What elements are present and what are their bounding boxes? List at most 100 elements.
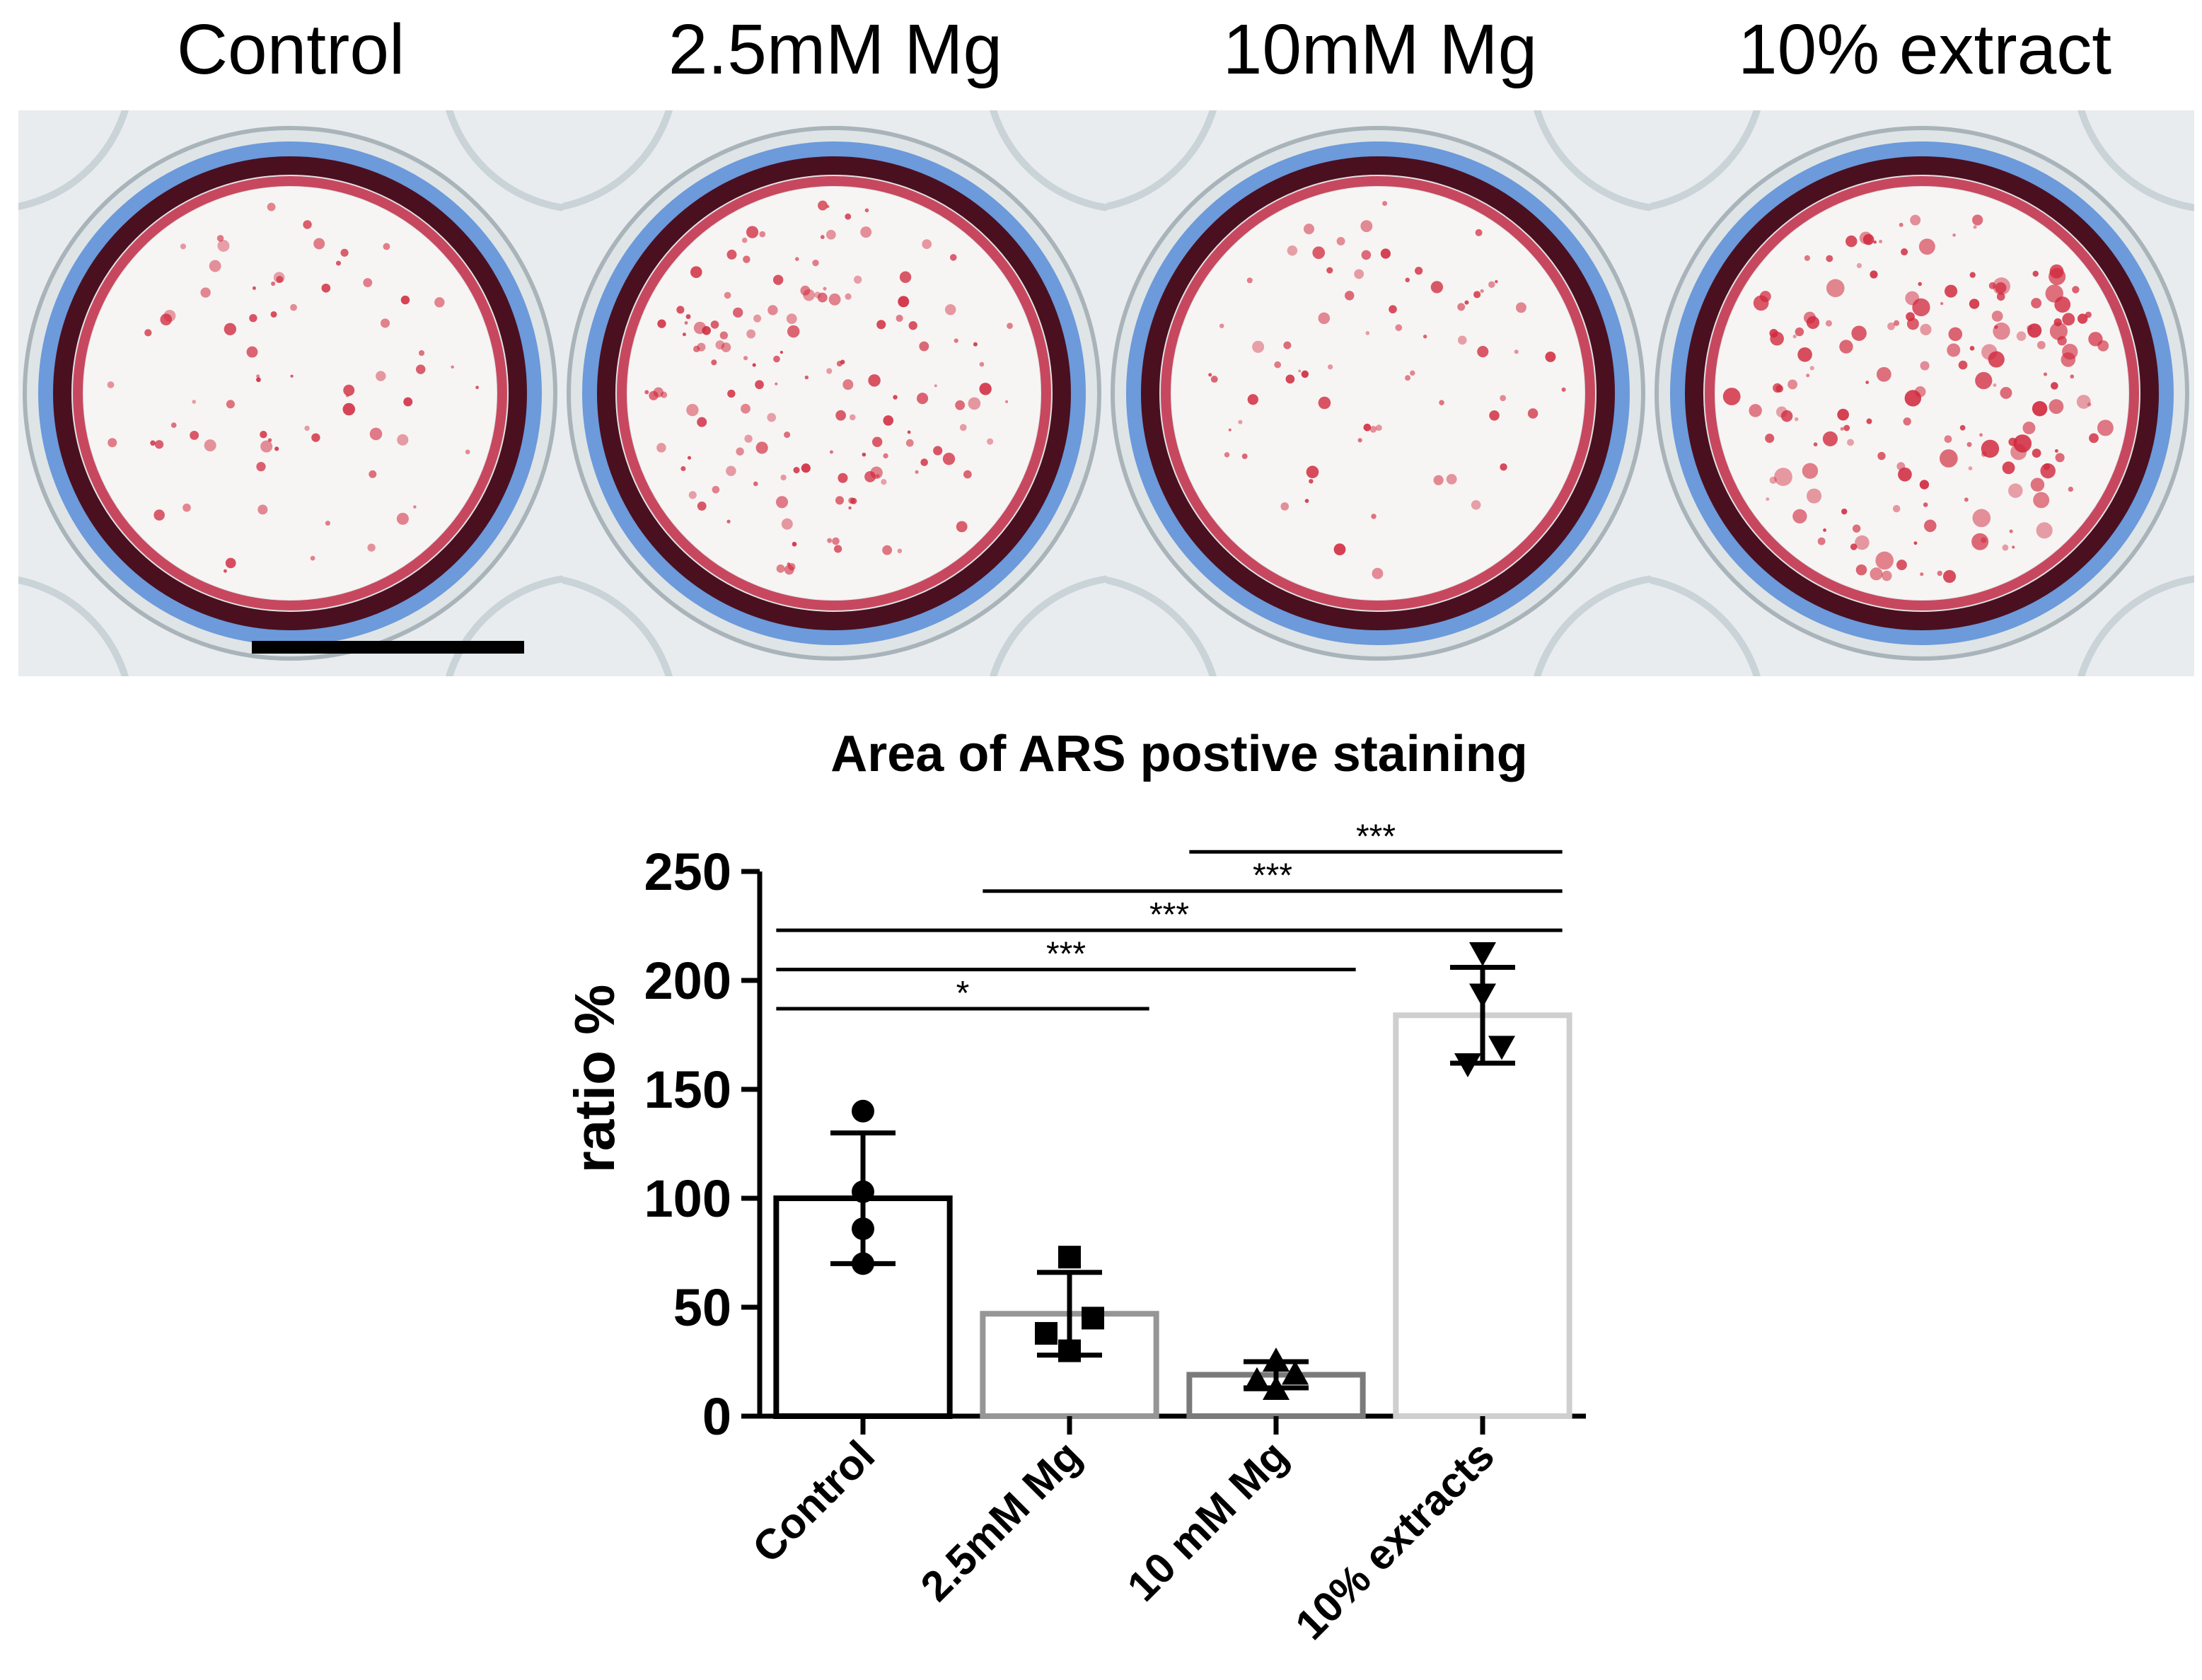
stain-spot: [1473, 291, 1481, 299]
well-blue-reflection: [1126, 141, 1630, 645]
stain-spot: [1896, 462, 1906, 471]
stain-spot: [1797, 347, 1812, 362]
stain-spot: [848, 506, 852, 510]
stain-spot: [182, 503, 191, 512]
stain-spot: [1287, 245, 1298, 256]
stain-spot: [908, 321, 917, 330]
stain-spot: [1375, 424, 1382, 431]
stain-spot: [786, 313, 797, 325]
stain-spot: [2032, 270, 2039, 277]
stain-spot: [1901, 248, 1908, 256]
stain-spot: [684, 321, 688, 325]
stain-spot: [656, 443, 666, 453]
stain-spot: [1923, 502, 1928, 507]
stain-spot: [1007, 323, 1013, 330]
stain-spot: [2027, 325, 2033, 331]
stain-spot: [144, 329, 152, 337]
stain-spot: [1971, 533, 1989, 550]
y-tick-label: 0: [702, 1387, 731, 1446]
stain-spot: [1238, 419, 1243, 424]
stain-spot: [2043, 372, 2048, 376]
stain-spot: [383, 243, 390, 250]
stain-spot: [922, 239, 932, 249]
stain-spot: [1910, 214, 1921, 226]
stain-spot: [340, 248, 349, 257]
stain-spot: [1446, 473, 1457, 485]
stain-spot: [1940, 301, 1944, 306]
stain-spot: [896, 314, 903, 322]
stain-spot: [1775, 385, 1784, 393]
stain-spot: [1952, 233, 1956, 237]
well-image-2: [1106, 110, 1650, 676]
stain-spot: [396, 512, 409, 525]
stain-spot: [1306, 465, 1319, 479]
stain-spot: [820, 235, 825, 240]
stain-spot: [270, 311, 277, 318]
stain-spot: [1774, 468, 1792, 487]
stain-spot: [380, 318, 390, 328]
stain-spot: [1515, 302, 1526, 313]
stain-spot: [784, 431, 791, 439]
stain-spot: [832, 537, 840, 545]
stain-spot: [1457, 335, 1467, 345]
significance-label-3: ***: [1253, 857, 1292, 895]
stain-spot: [369, 427, 383, 441]
stain-spot: [1298, 369, 1302, 373]
stain-spot: [898, 296, 910, 308]
stain-spot: [335, 260, 341, 266]
stain-spot: [1918, 238, 1935, 255]
well-image-3: [1650, 110, 2194, 676]
panel-title-0: Control: [176, 10, 405, 89]
stain-spot: [693, 321, 707, 335]
stain-spot: [2049, 322, 2068, 340]
stain-spot: [1855, 535, 1870, 550]
stain-spot: [267, 438, 272, 442]
stain-spot: [1993, 383, 1997, 387]
stain-spot: [836, 361, 842, 367]
stain-spot: [697, 417, 707, 427]
stain-spot: [1488, 281, 1495, 288]
stain-spot: [741, 237, 748, 243]
stain-spot: [1360, 220, 1373, 233]
panel-title-1: 2.5mM Mg: [668, 10, 1003, 89]
stain-spot: [2032, 448, 2041, 458]
stain-spot: [1280, 502, 1290, 511]
stain-spot: [246, 346, 258, 358]
stain-spot: [1972, 214, 1983, 226]
stain-spot: [1843, 424, 1850, 431]
stain-spot: [1959, 424, 1966, 431]
stain-spot: [2040, 463, 2056, 479]
stain-spot: [108, 438, 117, 448]
stain-spot: [772, 274, 784, 285]
panel-title-2: 10mM Mg: [1222, 10, 1538, 89]
stain-spot: [1937, 570, 1942, 577]
stain-spot: [787, 325, 800, 338]
stain-spot: [686, 403, 699, 417]
stain-spot: [1809, 366, 1814, 371]
stain-spot: [849, 414, 856, 421]
stain-spot: [1870, 567, 1883, 581]
stain-spot: [712, 485, 720, 494]
stain-spot: [1382, 201, 1388, 207]
stain-spot: [1826, 255, 1833, 262]
stain-spot: [934, 384, 937, 388]
well-floor: [627, 187, 1041, 600]
stain-spot: [955, 400, 966, 410]
data-point-1-2: [1035, 1321, 1057, 1345]
stain-spot: [304, 425, 310, 431]
stain-spot: [853, 275, 862, 284]
stain-spot: [303, 220, 312, 229]
stain-spot: [2032, 401, 2048, 417]
stain-spot: [271, 282, 276, 286]
stain-spot: [1405, 375, 1411, 381]
stain-spot: [313, 238, 325, 250]
stain-spot: [1405, 277, 1410, 283]
stain-spot: [1918, 282, 1923, 286]
stain-spot: [829, 450, 833, 454]
stain-spot: [1856, 262, 1862, 269]
stain-spot: [726, 465, 736, 477]
stain-spot: [2045, 284, 2063, 303]
stain-spot: [321, 283, 331, 293]
stain-spot: [2072, 286, 2080, 294]
stain-spot: [400, 295, 410, 305]
